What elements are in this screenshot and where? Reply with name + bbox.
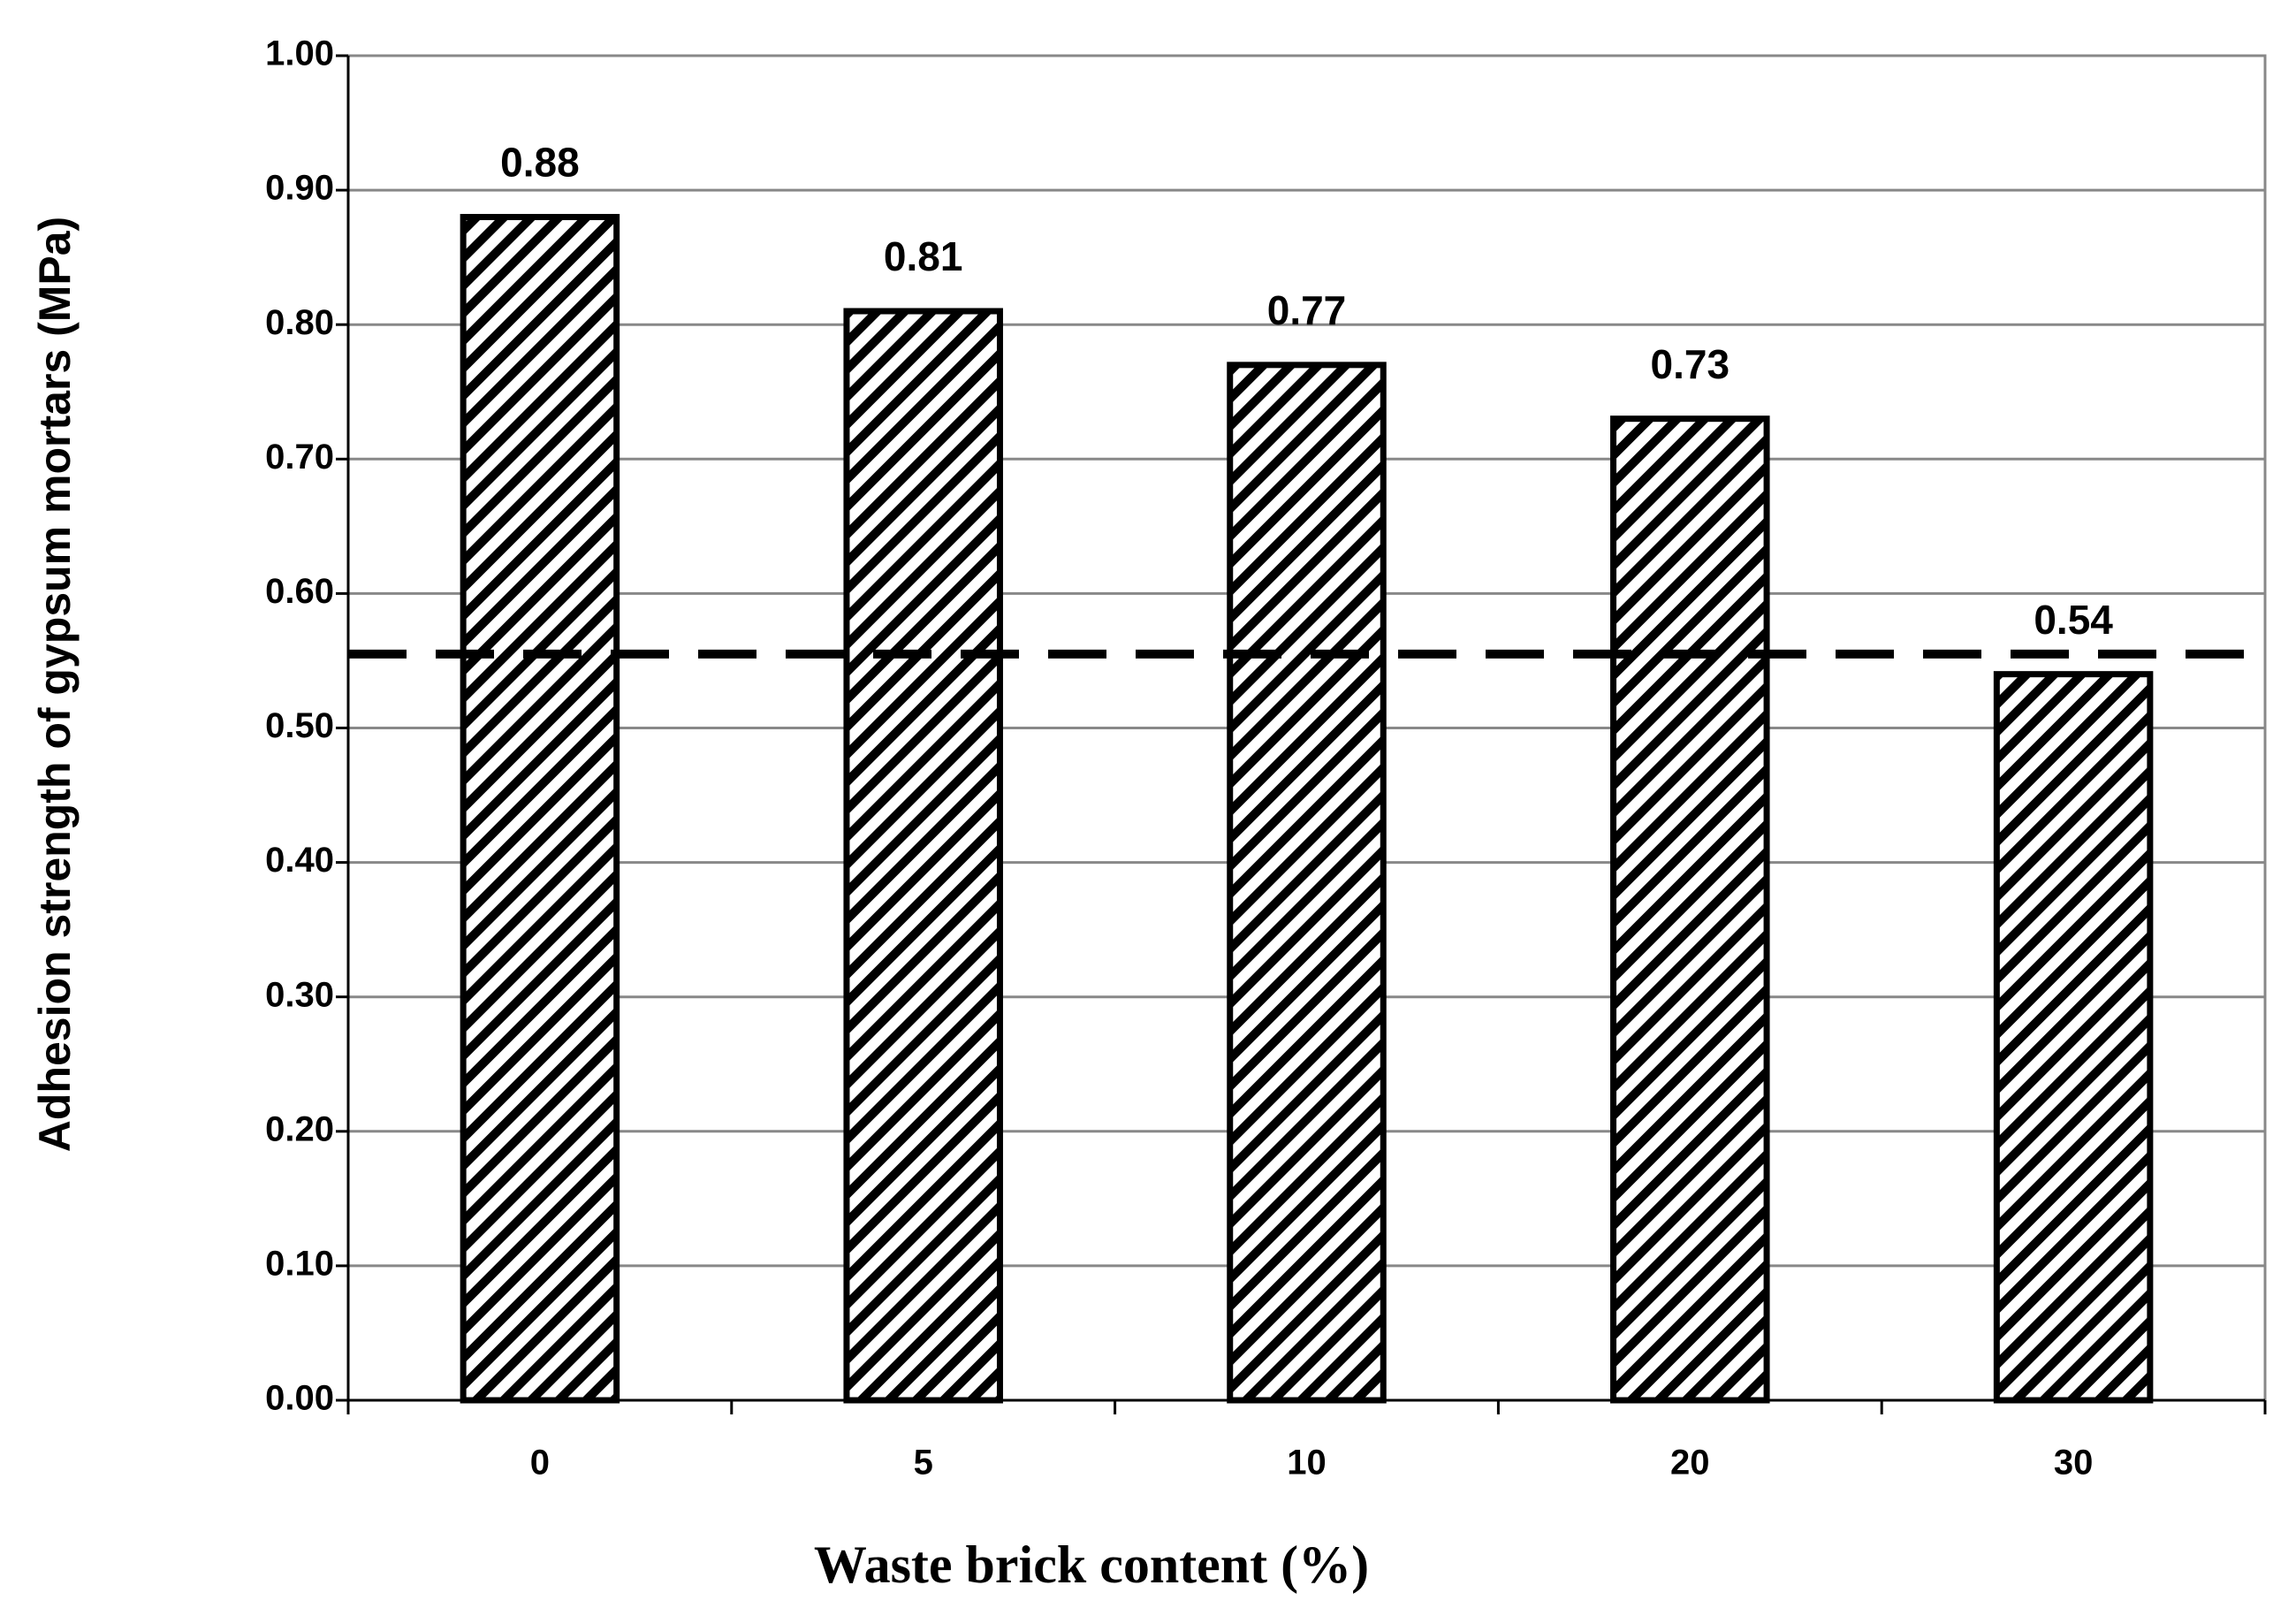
y-tick-label: 1.00: [265, 34, 334, 73]
value-label: 0.77: [1267, 287, 1347, 333]
y-tick-label: 0.40: [265, 841, 334, 880]
y-tick-label: 0.30: [265, 975, 334, 1014]
value-label: 0.54: [2034, 597, 2113, 643]
y-tick-label: 0.50: [265, 706, 334, 745]
x-tick-label: 5: [914, 1444, 933, 1482]
bar: [1993, 671, 2154, 1404]
value-label: 0.88: [500, 140, 580, 186]
value-label: 0.81: [884, 233, 963, 279]
y-tick-label: 0.20: [265, 1109, 334, 1148]
y-tick-label: 0.70: [265, 438, 334, 476]
y-tick-label: 0.90: [265, 169, 334, 208]
x-tick-label: 20: [1670, 1444, 1710, 1482]
y-tick-label: 0.60: [265, 572, 334, 611]
x-axis-title: Waste brick content (%): [814, 1536, 1369, 1594]
x-tick-label: 10: [1287, 1444, 1327, 1482]
x-tick-label: 30: [2054, 1444, 2094, 1482]
y-tick-label: 0.10: [265, 1244, 334, 1283]
y-tick-label: 0.00: [265, 1379, 334, 1418]
bar: [1227, 362, 1387, 1404]
value-label: 0.73: [1651, 341, 1730, 387]
bar: [843, 308, 1003, 1404]
bar: [1610, 415, 1770, 1404]
y-axis-title: Adhesion strength of gypsum mortars (MPa…: [30, 217, 80, 1152]
bar: [460, 214, 620, 1404]
x-tick-label: 0: [530, 1444, 550, 1482]
y-tick-label: 0.80: [265, 303, 334, 342]
